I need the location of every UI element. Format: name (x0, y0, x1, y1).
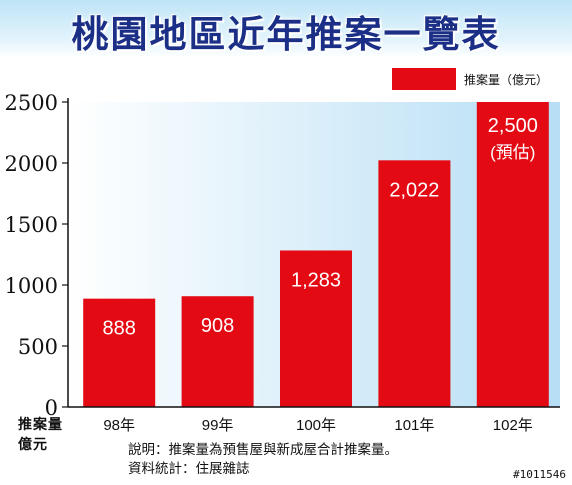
bar-2 (181, 296, 254, 407)
x-tick-label: 101年 (394, 417, 434, 434)
bar-5 (476, 102, 549, 407)
x-tick-label: 102年 (493, 417, 533, 434)
y-tick-label: 2000 (5, 152, 58, 176)
y-tick-label: 1000 (5, 274, 58, 298)
x-tick-label: 99年 (202, 417, 234, 434)
data-label: 908 (201, 315, 234, 337)
bar-3 (280, 250, 352, 407)
bar-1 (83, 298, 156, 407)
chart-title: 桃園地區近年推案一覽表 (71, 12, 501, 56)
y-tick-label: 500 (18, 335, 58, 359)
data-label: 2,500 (488, 115, 538, 137)
y-tick-label: 2500 (5, 91, 58, 115)
watermark: #1011546 (513, 468, 566, 481)
footnote-source: 資料統計：住展雜誌 (128, 461, 250, 477)
y-tick-label: 0 (45, 396, 58, 420)
legend-label: 推案量（億元） (464, 73, 549, 87)
y-axis-unit-line2: 億元 (18, 437, 48, 453)
x-tick-label: 100年 (296, 417, 336, 434)
data-label: 2,022 (389, 179, 439, 201)
bar-4 (378, 160, 451, 407)
footnote-note: 說明：推案量為預售屋與新成屋合計推案量。 (128, 442, 398, 458)
y-tick-label: 1500 (5, 213, 58, 237)
x-tick-label: 98年 (103, 417, 135, 434)
legend-swatch (392, 68, 456, 90)
data-label: 888 (103, 318, 136, 340)
data-label: 1,283 (291, 269, 341, 291)
estimate-note: (預估) (490, 143, 535, 162)
title-band (0, 0, 572, 58)
y-axis-unit-line1: 推案量 (18, 417, 63, 433)
